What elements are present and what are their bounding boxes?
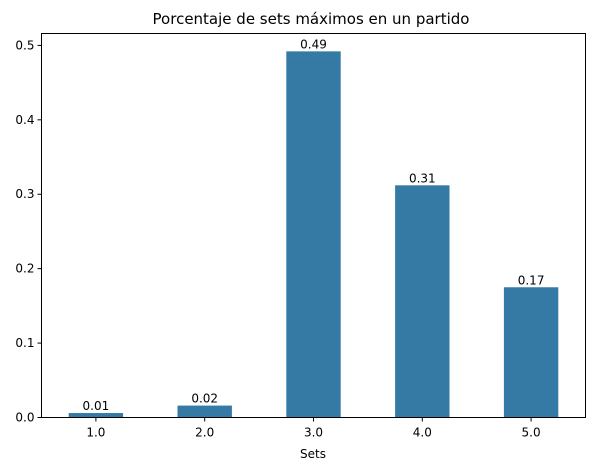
y-tick-label: 0.4 [15,113,34,127]
x-axis-label: Sets [300,447,326,461]
bar [503,287,559,418]
bar-data-label: 0.02 [191,392,218,406]
y-tick-label: 0.1 [15,336,34,350]
bar [177,405,232,418]
bar [68,413,124,418]
bar-data-label: 0.01 [83,399,110,413]
chart-title: Porcentaje de sets máximos en un partido [153,10,470,28]
x-tick-label: 1.0 [86,426,105,440]
y-tick-label: 0.2 [15,262,34,276]
x-tick-label: 3.0 [304,426,323,440]
bar-data-label: 0.31 [409,171,436,185]
y-axis: 0.0 0.1 0.2 0.3 0.4 0.5 [15,38,42,425]
bar-data-label: 0.17 [518,273,545,287]
bar-data-label: 0.49 [300,37,327,51]
data-labels: 0.01 0.02 0.49 0.31 0.17 [83,37,545,413]
bars [68,51,559,418]
x-tick-label: 2.0 [195,426,214,440]
bar [395,185,450,418]
y-tick-label: 0.5 [15,38,34,52]
x-tick-label: 4.0 [413,426,432,440]
x-tick-label: 5.0 [522,426,541,440]
bar [286,51,341,418]
y-tick-label: 0.0 [15,411,34,425]
y-tick-label: 0.3 [15,187,34,201]
plot-frame [41,33,586,418]
x-axis: 1.0 2.0 3.0 4.0 5.0 [86,417,541,440]
